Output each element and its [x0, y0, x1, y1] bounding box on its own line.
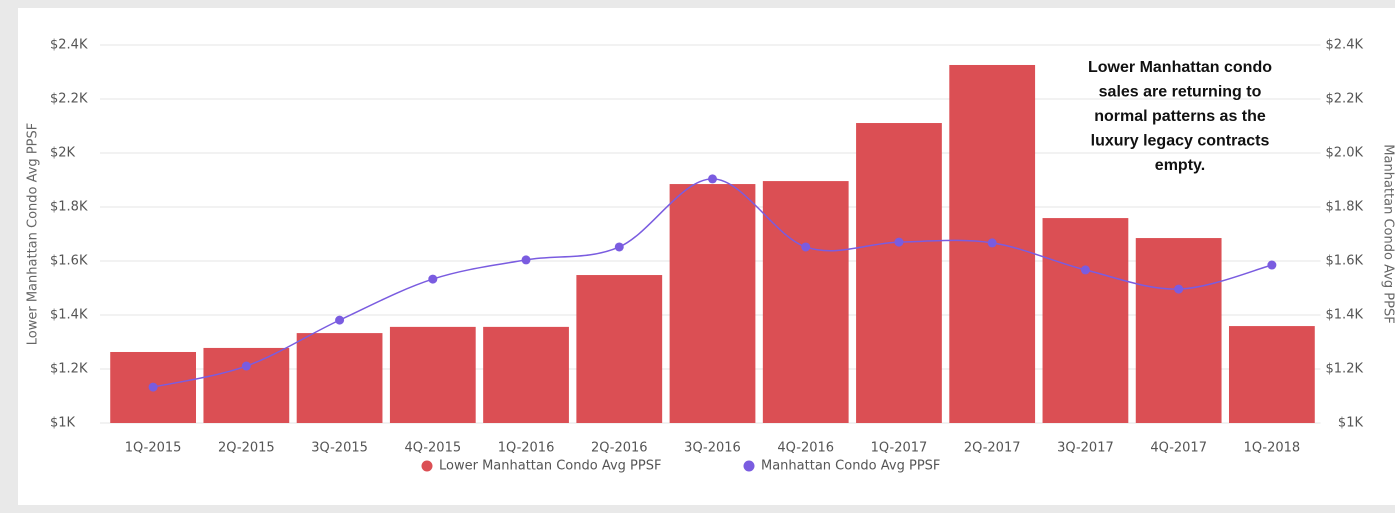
bar — [856, 123, 942, 423]
point — [894, 237, 904, 247]
bar — [576, 275, 663, 423]
point — [987, 238, 997, 248]
annotation: normal patterns as the — [1094, 108, 1266, 125]
x-tick-label: 1Q-2018 — [1244, 441, 1301, 456]
y-tick-label: $1.2K — [50, 362, 88, 377]
bar — [203, 347, 290, 423]
y-tick-label: $2.2K — [50, 92, 88, 107]
point — [708, 174, 717, 184]
point — [1080, 265, 1090, 275]
x-tick-label: 3Q-2016 — [684, 441, 741, 456]
x-tick-label: 2Q-2015 — [218, 441, 275, 456]
point — [801, 242, 811, 252]
bar — [1042, 218, 1129, 423]
y2-tick-label: $1.4K — [1326, 308, 1364, 323]
x-tick-label: 1Q-2016 — [498, 441, 555, 456]
x-tick-label: 1Q-2015 — [125, 441, 182, 456]
annotation: Lower Manhattan condo — [1088, 59, 1272, 76]
legend-marker — [743, 460, 755, 472]
y2-tick-label: $2.2K — [1326, 92, 1364, 107]
annotation: empty. — [1155, 157, 1205, 174]
x-tick-label: 4Q-2015 — [404, 441, 461, 456]
bar — [389, 326, 476, 423]
x-tick-label: 4Q-2017 — [1150, 441, 1207, 456]
y2-tick-label: $1K — [1338, 416, 1364, 431]
point — [521, 255, 531, 265]
y2-axis-label: Manhattan Condo Avg PPSF — [1381, 144, 1395, 323]
bar — [1228, 326, 1315, 423]
x-tick-label: 1Q-2017 — [871, 441, 928, 456]
legend-label: Manhattan Condo Avg PPSF — [761, 459, 940, 474]
bar — [762, 181, 849, 423]
y-tick-label: $1.8K — [50, 200, 88, 215]
y2-tick-label: $2.0K — [1326, 146, 1364, 161]
point — [335, 315, 345, 325]
y2-tick-label: $2.4K — [1326, 38, 1364, 53]
y-tick-label: $2K — [50, 146, 76, 161]
x-tick-label: 2Q-2016 — [591, 441, 648, 456]
x-tick-label: 4Q-2016 — [777, 441, 834, 456]
legend-label: Lower Manhattan Condo Avg PPSF — [439, 459, 661, 474]
point — [614, 242, 624, 252]
y-axis-label: Lower Manhattan Condo Avg PPSF — [26, 123, 41, 345]
x-tick-label: 3Q-2017 — [1057, 441, 1114, 456]
y-tick-label: $2.4K — [50, 38, 88, 53]
point — [1174, 284, 1184, 294]
point — [1267, 260, 1277, 270]
y-tick-label: $1.6K — [50, 254, 88, 269]
x-tick-label: 2Q-2017 — [964, 441, 1021, 456]
point — [428, 274, 438, 284]
x-tick-label: 3Q-2015 — [311, 441, 368, 456]
y2-tick-label: $1.8K — [1326, 200, 1364, 215]
bar — [1135, 238, 1222, 423]
annotation: luxury legacy contracts — [1091, 133, 1270, 150]
y2-tick-label: $1.2K — [1326, 362, 1364, 377]
point — [241, 361, 251, 371]
y2-tick-label: $1.6K — [1326, 254, 1364, 269]
annotation: sales are returning to — [1099, 84, 1262, 101]
y-tick-label: $1.4K — [50, 308, 88, 323]
bar — [669, 184, 756, 423]
bar — [483, 326, 569, 423]
bar — [296, 333, 383, 423]
point — [148, 382, 158, 392]
y-tick-label: $1K — [50, 416, 76, 431]
legend-marker — [421, 460, 433, 472]
